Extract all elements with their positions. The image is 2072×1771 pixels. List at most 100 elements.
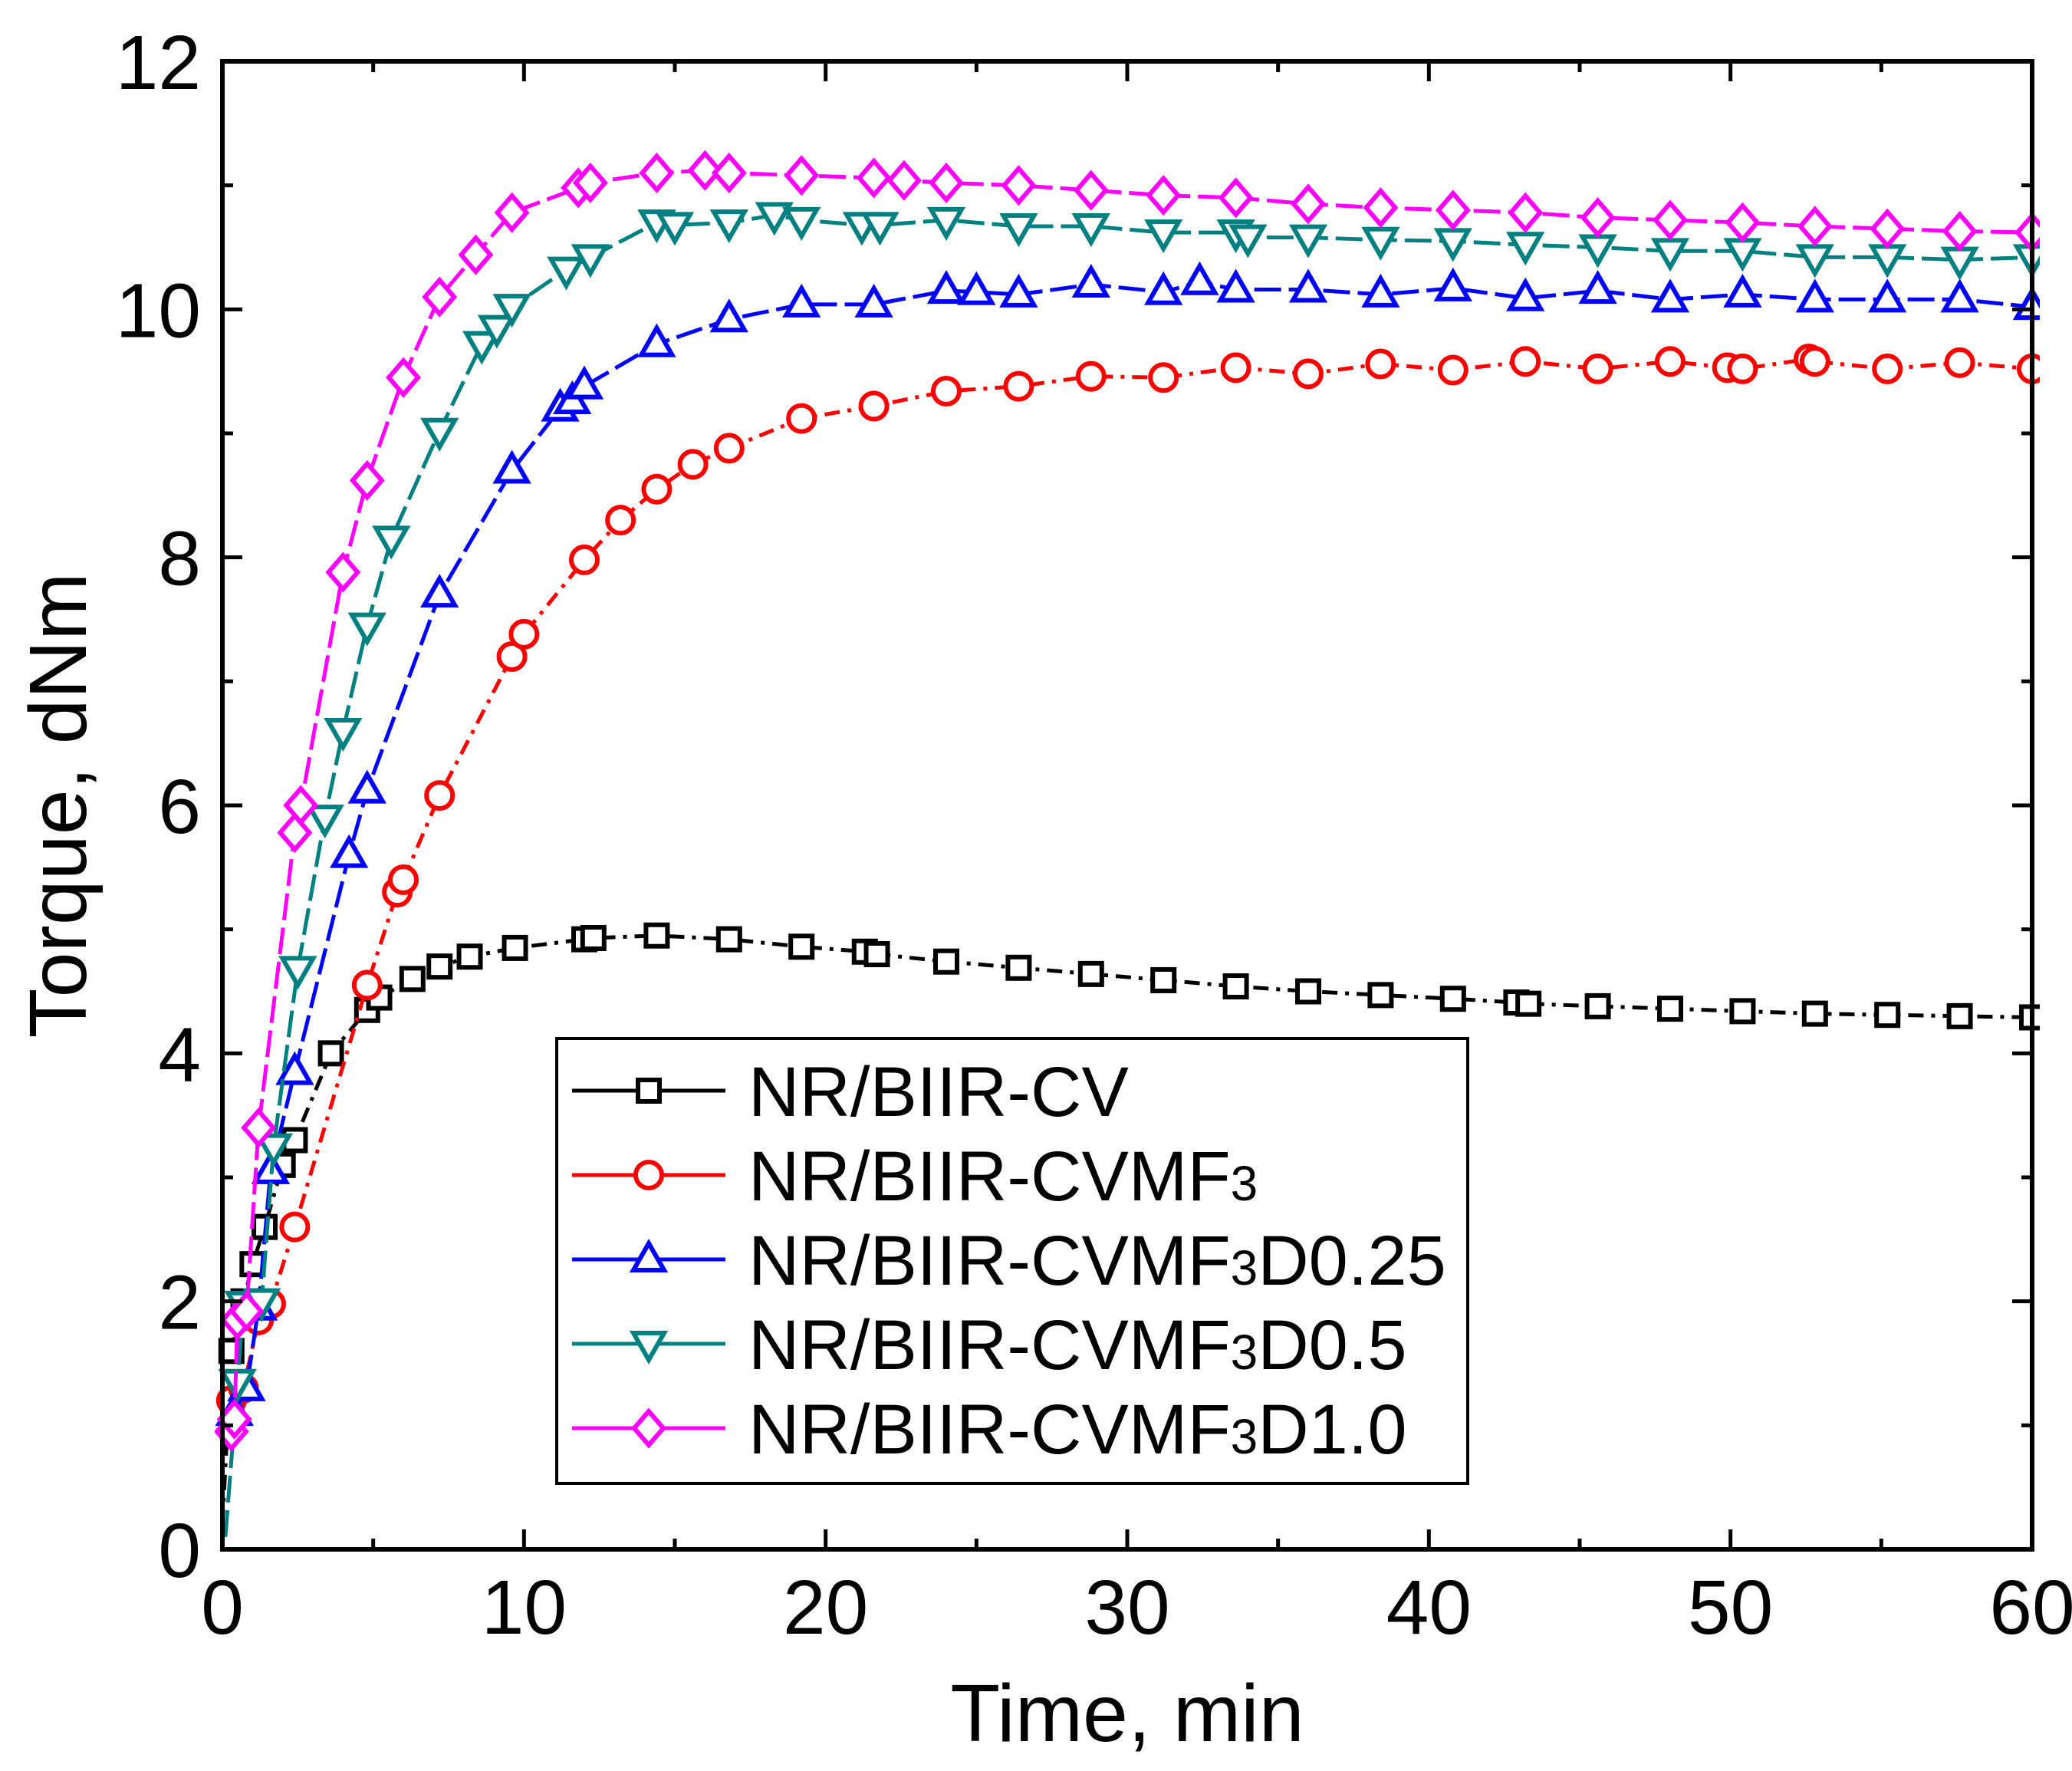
data-point-nr-biir-cv — [1657, 996, 1683, 1022]
data-point-nr-biir-cvmf3d0-5 — [492, 294, 531, 328]
data-point-nr-biir-cvmf3 — [1799, 346, 1830, 377]
data-point-nr-biir-cvmf3d0-25 — [564, 365, 604, 400]
x-tick-label: 0 — [201, 1565, 244, 1651]
data-point-nr-biir-cvmf3d0-5 — [999, 213, 1038, 248]
legend-item-nr-biir-cvmf3d1-0: NR/BIIR-CVMF3D1.0 — [572, 1391, 1407, 1469]
data-point-nr-biir-cvmf3d1-0 — [929, 162, 964, 204]
data-point-nr-biir-cvmf3d0-5 — [782, 206, 821, 241]
data-point-nr-biir-cvmf3d1-0 — [1870, 208, 1906, 249]
data-point-nr-biir-cv — [1584, 992, 1611, 1019]
data-point-nr-biir-cv — [456, 943, 483, 970]
data-point-nr-biir-cvmf3d0-25 — [1361, 273, 1400, 308]
data-point-nr-biir-cvmf3 — [713, 433, 745, 464]
data-point-nr-biir-cvmf3d0-25 — [1506, 277, 1545, 311]
data-point-nr-biir-cvmf3 — [1003, 370, 1034, 402]
data-point-nr-biir-cvmf3 — [1510, 346, 1541, 377]
series-nr-biir-cvmf3d0-25 — [215, 261, 2040, 1427]
y-tick-label: 2 — [158, 1260, 201, 1346]
data-point-nr-biir-cvmf3d1-0 — [1146, 175, 1182, 216]
data-point-nr-biir-cv — [1222, 973, 1249, 1000]
data-point-nr-biir-cvmf3d0-25 — [1144, 271, 1183, 305]
data-point-nr-biir-cvmf3d0-25 — [1433, 267, 1472, 301]
x-tick-label: 50 — [1688, 1565, 1773, 1651]
data-point-nr-biir-cvmf3d0-5 — [1361, 226, 1400, 261]
data-point-nr-biir-cvmf3 — [1727, 353, 1758, 384]
data-point-nr-biir-cvmf3d0-25 — [709, 298, 748, 333]
legend-marker-swatch — [629, 1331, 669, 1365]
data-point-nr-biir-cvmf3 — [1582, 353, 1613, 384]
data-point-nr-biir-cvmf3 — [1148, 362, 1179, 393]
legend-item-nr-biir-cvmf3d0-25: NR/BIIR-CVMF3D0.25 — [572, 1222, 1446, 1300]
data-point-nr-biir-cvmf3d0-5 — [1288, 224, 1328, 258]
data-point-nr-biir-cvmf3 — [424, 780, 456, 811]
data-point-nr-biir-cv — [1150, 966, 1177, 993]
data-point-nr-biir-cvmf3d1-0 — [784, 155, 820, 196]
series-nr-biir-cvmf3d0-5 — [218, 202, 2040, 1537]
y-axis-title: Torque, dNm — [13, 573, 104, 1039]
data-point-nr-biir-cv — [1729, 998, 1756, 1025]
legend-label: NR/BIIR-CV — [748, 1053, 1129, 1131]
legend-label-tail: D1.0 — [1258, 1391, 1406, 1469]
data-point-nr-biir-cvmf3d1-0 — [1291, 183, 1326, 225]
data-point-nr-biir-cvmf3d0-5 — [1144, 219, 1183, 254]
y-tick-label: 10 — [116, 268, 201, 354]
x-tick-label: 40 — [1386, 1565, 1472, 1651]
legend-label-tail: D0.25 — [1258, 1222, 1446, 1300]
x-tick-label: 60 — [1989, 1565, 2072, 1651]
data-point-nr-biir-cvmf3d0-5 — [755, 202, 794, 236]
data-point-nr-biir-cvmf3d0-25 — [1071, 263, 1110, 298]
data-point-nr-biir-cvmf3d1-0 — [458, 234, 494, 275]
data-point-nr-biir-cvmf3 — [786, 403, 817, 434]
data-point-nr-biir-cvmf3d0-25 — [1650, 278, 1690, 313]
data-point-nr-biir-cvmf3d0-5 — [1506, 232, 1545, 266]
data-point-nr-biir-cvmf3d1-0 — [1797, 206, 1833, 247]
data-point-nr-biir-cv — [1077, 960, 1104, 987]
data-point-nr-biir-cvmf3 — [641, 473, 673, 505]
data-point-nr-biir-cv — [1801, 1000, 1828, 1027]
y-tick-label: 12 — [116, 20, 201, 106]
data-point-nr-biir-cvmf3 — [1220, 352, 1251, 383]
data-point-nr-biir-cvmf3d0-25 — [1578, 270, 1617, 304]
x-tick-label: 20 — [783, 1565, 868, 1651]
data-point-nr-biir-cvmf3d1-0 — [1435, 189, 1471, 231]
data-point-nr-biir-cv — [317, 1040, 344, 1067]
data-point-nr-biir-cvmf3 — [931, 376, 962, 407]
data-point-nr-biir-cvmf3d1-0 — [572, 162, 608, 204]
data-point-nr-biir-cvmf3d0-5 — [655, 212, 695, 246]
data-point-nr-biir-cvmf3 — [1872, 353, 1903, 384]
data-point-nr-biir-cvmf3d1-0 — [422, 276, 458, 318]
x-tick-label: 30 — [1084, 1565, 1169, 1651]
data-point-nr-biir-cvmf3 — [1293, 358, 1324, 390]
data-point-nr-biir-cvmf3d0-25 — [1723, 273, 1762, 308]
data-point-nr-biir-cvmf3d0-5 — [462, 331, 502, 365]
data-point-nr-biir-cvmf3 — [1075, 360, 1107, 392]
legend-label-sub: 3 — [1231, 1240, 1258, 1295]
data-point-nr-biir-cv — [1295, 978, 1321, 1005]
data-point-nr-biir-cvmf3d0-5 — [926, 206, 966, 241]
data-point-nr-biir-cvmf3d0-5 — [1795, 244, 1834, 278]
data-point-nr-biir-cvmf3d0-25 — [1288, 268, 1328, 303]
data-point-nr-biir-cvmf3d1-0 — [283, 785, 319, 826]
series-line-nr-biir-cv — [220, 933, 2033, 1525]
data-point-nr-biir-cvmf3 — [508, 618, 540, 650]
data-point-nr-biir-cvmf3d0-25 — [782, 283, 821, 318]
data-point-nr-biir-cvmf3 — [388, 864, 419, 895]
data-point-nr-biir-cvmf3 — [605, 505, 636, 536]
data-point-nr-biir-cvmf3d0-5 — [420, 417, 459, 452]
legend-marker-swatch — [631, 1407, 666, 1449]
data-point-nr-biir-cv — [933, 948, 959, 975]
legend-label: NR/BIIR-CVMF3D0.25 — [748, 1222, 1446, 1300]
data-point-nr-biir-cvmf3d0-25 — [1216, 268, 1255, 303]
data-point-nr-biir-cvmf3d1-0 — [886, 160, 922, 201]
data-point-nr-biir-cv — [1874, 1002, 1901, 1029]
data-point-nr-biir-cvmf3d0-5 — [347, 612, 386, 647]
data-point-nr-biir-cvmf3d1-0 — [639, 152, 675, 194]
legend-item-nr-biir-cvmf3d0-5: NR/BIIR-CVMF3D0.5 — [572, 1306, 1407, 1384]
y-tick-label: 6 — [158, 764, 201, 850]
data-point-nr-biir-cvmf3d1-0 — [1580, 197, 1616, 239]
data-point-nr-biir-cvmf3d0-5 — [1868, 244, 1907, 278]
data-point-nr-biir-cvmf3d1-0 — [1942, 210, 1978, 252]
data-point-nr-biir-cv — [1439, 986, 1466, 1012]
data-point-nr-biir-cv — [715, 926, 742, 953]
